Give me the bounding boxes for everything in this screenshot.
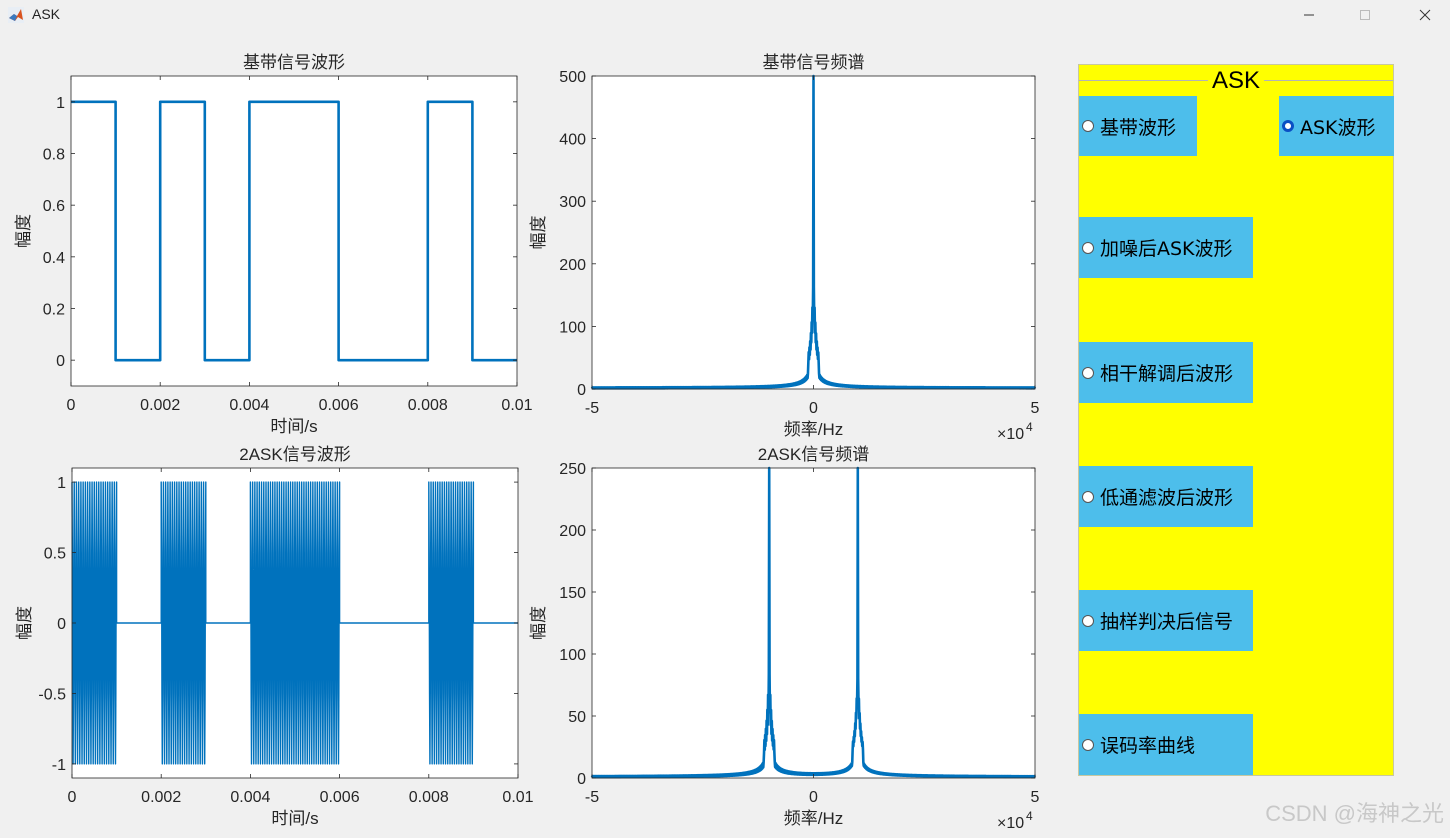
figure-canvas: 0 0.002 0.004 0.006 0.008 0.01 0 0.2 0.4 0.6 0.8 1 基… xyxy=(14,53,1040,832)
plot-area xyxy=(71,76,517,386)
x-tick-label: -5 xyxy=(585,789,599,806)
x-tick-label: 0 xyxy=(809,400,818,417)
radio-option[interactable]: 误码率曲线 xyxy=(1079,714,1253,775)
x-tick-label: 0.006 xyxy=(319,397,359,414)
radio-option[interactable]: ASK波形 xyxy=(1279,96,1394,156)
x-tick-label: 0.004 xyxy=(230,789,270,806)
maximize-button[interactable] xyxy=(1342,0,1388,30)
minimize-icon xyxy=(1304,14,1314,16)
x-axis-label: 频率/Hz xyxy=(784,420,844,439)
radio-unselected-icon[interactable] xyxy=(1082,366,1094,379)
y-tick-label: 0.4 xyxy=(43,250,65,267)
y-tick-label: 1 xyxy=(57,475,66,492)
y-tick-label: 0 xyxy=(577,382,586,399)
y-tick-label: 500 xyxy=(559,69,586,86)
radio-option-label: 加噪后ASK波形 xyxy=(1100,238,1233,260)
y-tick-label: 0 xyxy=(57,616,66,633)
axes-frame xyxy=(70,75,518,387)
y-tick-label: 0.5 xyxy=(44,546,66,563)
y-tick-label: 300 xyxy=(559,194,586,211)
x-tick-label: 5 xyxy=(1031,400,1040,417)
matlab-icon xyxy=(8,7,24,23)
x-exponent: 4 xyxy=(1026,420,1033,434)
x-tick-label: 0 xyxy=(809,789,818,806)
x-axis-label: 时间/s xyxy=(270,417,317,436)
y-tick-label: 250 xyxy=(559,461,586,478)
chart-title: 2ASK信号波形 xyxy=(239,445,350,464)
radio-selected-icon[interactable] xyxy=(1282,120,1294,132)
radio-unselected-icon[interactable] xyxy=(1082,490,1094,503)
y-tick-label: 150 xyxy=(559,585,586,602)
x-tick-label: 0 xyxy=(67,397,76,414)
radio-unselected-icon[interactable] xyxy=(1082,241,1094,254)
x-tick-label: 0.002 xyxy=(141,789,181,806)
y-tick-label: 0.8 xyxy=(43,147,65,164)
x-exponent-label: ×10 xyxy=(997,426,1024,443)
radio-option-label: 抽样判决后信号 xyxy=(1100,611,1234,633)
radio-unselected-icon[interactable] xyxy=(1082,738,1094,751)
x-tick-label: 0.01 xyxy=(502,789,533,806)
radio-option[interactable]: 基带波形 xyxy=(1079,96,1197,156)
x-tick-label: 0.002 xyxy=(140,397,180,414)
maximize-icon xyxy=(1360,10,1370,20)
y-tick-label: -1 xyxy=(52,757,66,774)
y-axis-label: 幅度 xyxy=(529,216,548,250)
radio-option[interactable]: 抽样判决后信号 xyxy=(1079,590,1253,651)
x-axis-label: 时间/s xyxy=(271,809,318,828)
x-axis-label: 频率/Hz xyxy=(784,809,844,828)
watermark: CSDN @海神之光 xyxy=(1265,801,1444,826)
radio-unselected-icon[interactable] xyxy=(1082,120,1094,132)
x-exponent: 4 xyxy=(1026,809,1033,823)
x-tick-label: 0.006 xyxy=(320,789,360,806)
y-tick-label: 0 xyxy=(56,353,65,370)
y-tick-label: 100 xyxy=(559,319,586,336)
y-tick-label: 0 xyxy=(577,771,586,788)
y-axis-label: 幅度 xyxy=(529,606,548,640)
x-tick-label: -5 xyxy=(585,400,599,417)
x-tick-label: 0.008 xyxy=(409,789,449,806)
series-line xyxy=(71,100,517,362)
y-axis-label: 幅度 xyxy=(15,606,34,640)
minimize-button[interactable] xyxy=(1286,0,1332,30)
radio-option[interactable]: 低通滤波后波形 xyxy=(1079,466,1253,527)
x-tick-label: 0 xyxy=(68,789,77,806)
panel-title: ASK xyxy=(1207,67,1265,94)
x-tick-label: 5 xyxy=(1031,789,1040,806)
radio-option-label: 相干解调后波形 xyxy=(1100,363,1234,385)
radio-option-label: 误码率曲线 xyxy=(1100,735,1196,757)
plot-area xyxy=(592,468,1035,778)
window-title: ASK xyxy=(32,6,61,22)
radio-option-label: 低通滤波后波形 xyxy=(1100,487,1234,509)
ask-button-group: ASK xyxy=(1078,64,1394,776)
title-bar: ASK xyxy=(0,0,1450,30)
radio-unselected-icon[interactable] xyxy=(1082,614,1094,627)
x-tick-label: 0.004 xyxy=(229,397,269,414)
y-tick-label: -0.5 xyxy=(38,686,66,703)
y-tick-label: 100 xyxy=(559,647,586,664)
y-tick-label: 1 xyxy=(56,95,65,112)
y-tick-label: 400 xyxy=(559,132,586,149)
chart-title: 基带信号波形 xyxy=(243,53,345,72)
radio-option-label: 基带波形 xyxy=(1100,116,1177,139)
chart-title: 2ASK信号频谱 xyxy=(758,445,869,464)
radio-option[interactable]: 加噪后ASK波形 xyxy=(1079,217,1253,278)
y-axis-label: 幅度 xyxy=(14,214,33,248)
x-exponent-label: ×10 xyxy=(997,815,1024,832)
y-tick-label: 0.2 xyxy=(43,302,65,319)
close-icon xyxy=(1419,9,1431,21)
radio-option[interactable]: 相干解调后波形 xyxy=(1079,342,1253,403)
close-button[interactable] xyxy=(1402,0,1448,30)
radio-option-label: ASK波形 xyxy=(1300,116,1376,139)
x-tick-label: 0.008 xyxy=(408,397,448,414)
chart-title: 基带信号频谱 xyxy=(763,53,865,72)
x-tick-label: 0.01 xyxy=(501,397,532,414)
y-tick-label: 200 xyxy=(559,257,586,274)
y-tick-label: 0.6 xyxy=(43,198,65,215)
y-tick-label: 50 xyxy=(568,709,586,726)
y-tick-label: 200 xyxy=(559,523,586,540)
series-line xyxy=(71,481,519,765)
